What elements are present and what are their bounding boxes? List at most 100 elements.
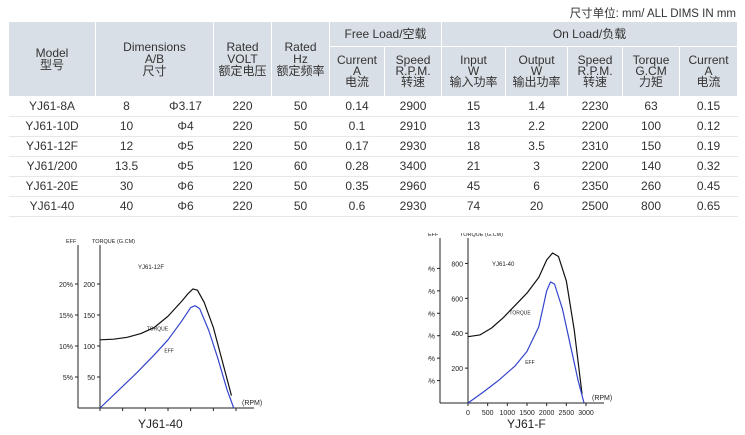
torque-tick-label: 800 bbox=[451, 261, 463, 268]
col-free-speed: Speed R.P.M. 转速 bbox=[384, 46, 443, 97]
eff-series-label: EFF bbox=[525, 360, 534, 366]
eff-tick-label: 15% bbox=[59, 313, 73, 320]
table-cell: 0.35 bbox=[329, 176, 385, 197]
table-cell: 220 bbox=[213, 196, 272, 217]
table-cell: 10 bbox=[95, 116, 158, 137]
table-header-row-2: Current A 电流 Speed R.P.M. 转速 Input W 输入功率 Outp… bbox=[9, 46, 739, 97]
col-model: Model 型号 bbox=[8, 21, 96, 97]
table-cell: 0.32 bbox=[679, 156, 738, 177]
table-row: YJ61-10D 10 Φ4 220 50 0.1 2910 13 2.2 2200 100 0.12 bbox=[8, 116, 738, 137]
col-group-on-load: On Load/负载 bbox=[441, 21, 739, 47]
torque-tick-label: 100 bbox=[83, 344, 95, 351]
table-cell: 15 bbox=[441, 96, 506, 117]
table-row: YJ61-40 40 Φ6 220 50 0.6 2930 74 20 2500 800 0.65 bbox=[8, 196, 738, 217]
col-output: Output W 输出功率 bbox=[505, 46, 569, 97]
table-cell: 220 bbox=[213, 116, 272, 137]
table-cell: 3400 bbox=[384, 156, 442, 177]
table-cell: YJ61/200 bbox=[8, 156, 96, 177]
chart-right-caption: YJ61-F bbox=[507, 417, 546, 431]
table-cell: 0.45 bbox=[679, 176, 738, 197]
table-cell: 2230 bbox=[567, 96, 623, 117]
table-cell: 2500 bbox=[567, 196, 623, 217]
table-cell: Φ5 bbox=[157, 156, 214, 177]
table-row: YJ61-20E 30 Φ6 220 50 0.35 2960 45 6 2350 260 0.45 bbox=[8, 176, 738, 197]
chart-left-caption: YJ61-40 bbox=[138, 417, 183, 431]
chart-svg: EFF TORQUE (G.CM) (RPM) YJ61-40 0 500 1000 1500… bbox=[428, 233, 612, 415]
table-cell: 0.1 bbox=[329, 116, 385, 137]
table-cell: 0.28 bbox=[329, 156, 385, 177]
table-cell: 13.5 bbox=[95, 156, 158, 177]
table-cell: 60 bbox=[271, 156, 330, 177]
torque-tick-label: 200 bbox=[451, 366, 463, 373]
table-cell: 260 bbox=[622, 176, 680, 197]
torque-tick-label: 400 bbox=[451, 331, 463, 338]
table-cell: 2930 bbox=[384, 136, 442, 157]
table-cell: YJ61-40 bbox=[8, 196, 96, 217]
col-load-speed: Speed R.P.M. 转速 bbox=[567, 46, 624, 97]
table-cell: 8 bbox=[95, 96, 158, 117]
table-cell: 0.6 bbox=[329, 196, 385, 217]
table-cell: 18 bbox=[441, 136, 506, 157]
chart-right: EFF TORQUE (G.CM) (RPM) YJ61-40 0 500 1000 1500… bbox=[428, 233, 653, 415]
torque-axis-title: TORQUE (G.CM) bbox=[92, 239, 135, 245]
col-input: Input W 输入功率 bbox=[441, 46, 507, 97]
torque-curve bbox=[99, 288, 233, 396]
table-cell: 74 bbox=[441, 196, 506, 217]
table-cell: YJ61-12F bbox=[8, 136, 96, 157]
col-dimensions: Dimensions A/B 尺寸 bbox=[94, 21, 215, 97]
table-body: YJ61-8A 8 Φ3.17 220 50 0.14 2900 15 1.4 2230 63 0.1… bbox=[8, 96, 738, 217]
table-row: YJ61-12F 12 Φ5 220 50 0.17 2930 18 3.5 2310 150 0.1… bbox=[8, 136, 738, 157]
table-cell: 50 bbox=[271, 136, 330, 157]
table-cell: 50 bbox=[271, 196, 330, 217]
units-note: 尺寸单位: mm/ ALL DIMS IN mm bbox=[569, 8, 736, 20]
table-cell: 2960 bbox=[384, 176, 442, 197]
eff-tick-label: 30% bbox=[428, 266, 435, 273]
eff-tick-label: 20% bbox=[59, 282, 73, 289]
chart-title: YJ61-40 bbox=[492, 262, 515, 268]
table-cell: 2930 bbox=[384, 196, 442, 217]
torque-series-label: TORQUE bbox=[147, 327, 169, 333]
chart-title: YJ61-12F bbox=[138, 265, 164, 271]
table-cell: 45 bbox=[441, 176, 506, 197]
table-cell: 30 bbox=[95, 176, 158, 197]
eff-tick-label: 20% bbox=[428, 311, 435, 318]
table-cell: 21 bbox=[441, 156, 506, 177]
eff-curve bbox=[99, 305, 235, 409]
torque-axis-title: TORQUE (G.CM) bbox=[460, 233, 503, 238]
table-cell: 2310 bbox=[567, 136, 623, 157]
eff-tick-label: 10% bbox=[428, 356, 435, 363]
eff-series-label: EFF bbox=[164, 349, 173, 355]
table-cell: 50 bbox=[271, 116, 330, 137]
table-cell: 120 bbox=[213, 156, 272, 177]
x-tick-label: 2000 bbox=[539, 410, 555, 415]
table-cell: 2350 bbox=[567, 176, 623, 197]
table-row: YJ61-8A 8 Φ3.17 220 50 0.14 2900 15 1.4 2230 63 0.1… bbox=[8, 96, 738, 117]
table-cell: 220 bbox=[213, 96, 272, 117]
table-cell: Φ6 bbox=[157, 176, 214, 197]
eff-tick-label: 25% bbox=[428, 289, 435, 296]
table-cell: 2910 bbox=[384, 116, 442, 137]
col-rated-hz: Rated Hz 额定频率 bbox=[271, 21, 331, 97]
col-load-current: Current A 电流 bbox=[679, 46, 739, 97]
table-cell: YJ61-8A bbox=[8, 96, 96, 117]
x-tick-label: 1500 bbox=[519, 410, 535, 415]
x-axis-title: (RPM) bbox=[592, 395, 612, 402]
table-cell: 150 bbox=[622, 136, 680, 157]
torque-tick-label: 50 bbox=[87, 375, 95, 382]
table-cell: 2200 bbox=[567, 116, 623, 137]
table-cell: 40 bbox=[95, 196, 158, 217]
table-cell: 800 bbox=[622, 196, 680, 217]
table-cell: Φ6 bbox=[157, 196, 214, 217]
torque-tick-label: 600 bbox=[451, 296, 463, 303]
table-cell: 100 bbox=[622, 116, 680, 137]
table-cell: 0.15 bbox=[679, 96, 738, 117]
torque-tick-label: 200 bbox=[83, 282, 95, 289]
table-cell: 13 bbox=[441, 116, 506, 137]
torque-series-label: TORQUE bbox=[509, 311, 531, 317]
eff-tick-label: 5% bbox=[428, 379, 435, 386]
table-cell: 0.14 bbox=[329, 96, 385, 117]
x-tick-label: 1000 bbox=[500, 410, 516, 415]
x-tick-label: 0 bbox=[466, 410, 470, 415]
eff-tick-label: 10% bbox=[59, 344, 73, 351]
